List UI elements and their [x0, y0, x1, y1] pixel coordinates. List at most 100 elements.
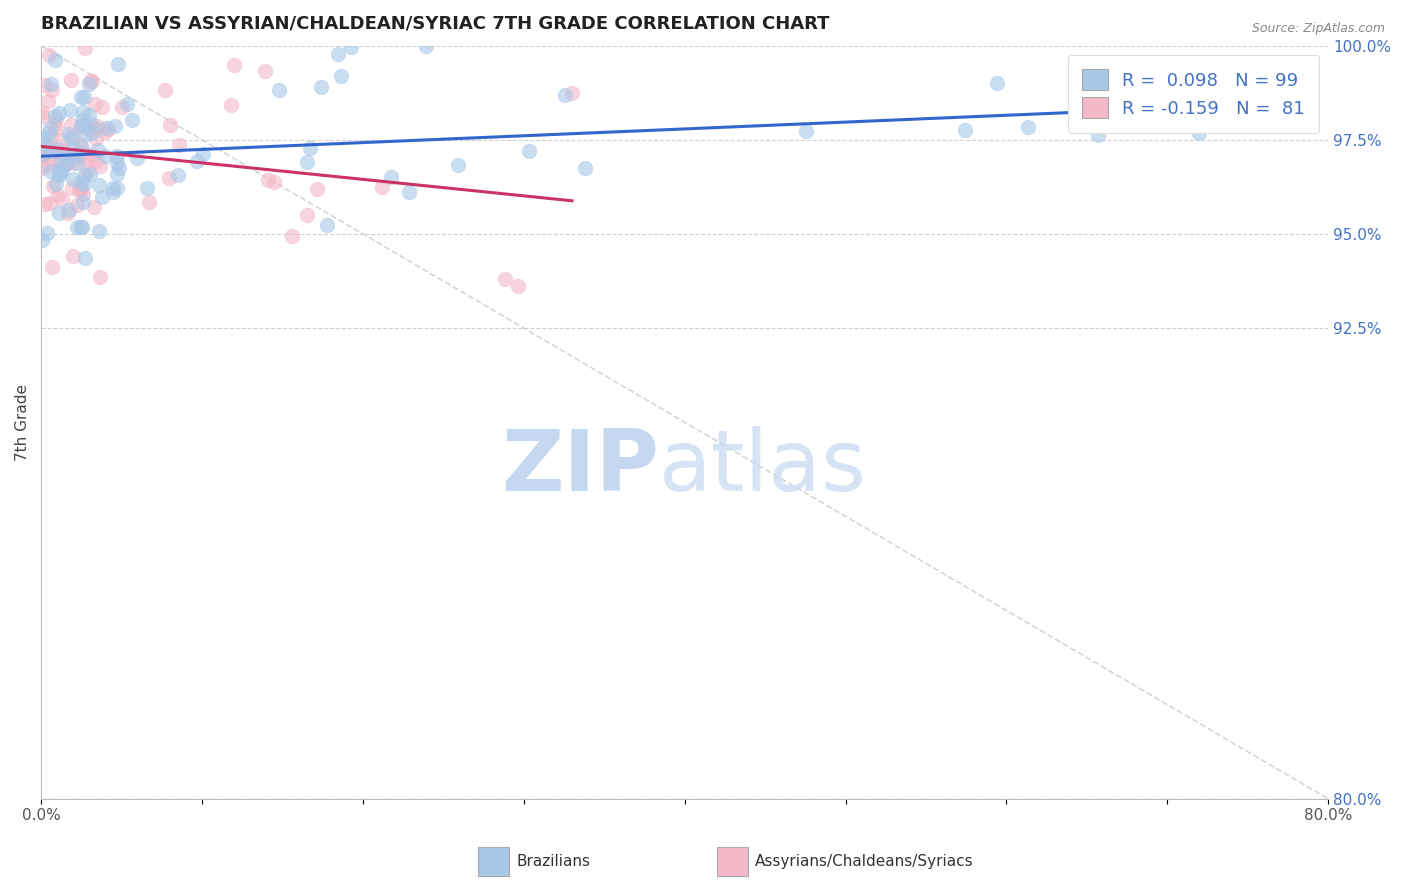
Point	[30, 150, 52, 164]
Point	[105, 149, 128, 163]
Point	[51, 152, 73, 166]
Point	[1188, 126, 1211, 140]
Point	[70, 89, 93, 103]
Point	[104, 119, 127, 133]
Point	[105, 156, 128, 170]
Point	[39, 77, 62, 91]
Point	[65, 148, 87, 162]
Point	[101, 185, 124, 199]
Point	[506, 278, 529, 293]
Point	[309, 79, 332, 94]
Point	[51, 192, 73, 206]
Point	[159, 118, 181, 132]
Point	[53, 158, 76, 172]
Point	[62, 171, 84, 186]
Point	[267, 82, 290, 96]
Point	[62, 129, 84, 144]
Point	[166, 168, 188, 182]
Point	[45, 120, 67, 135]
Point	[76, 153, 98, 167]
Point	[75, 251, 97, 265]
Point	[121, 112, 143, 127]
Point	[39, 144, 62, 158]
Point	[77, 121, 100, 136]
Point	[415, 38, 437, 53]
Point	[84, 97, 107, 112]
Point	[295, 208, 318, 222]
Text: Assyrians/Chaldeans/Syriacs: Assyrians/Chaldeans/Syriacs	[755, 855, 973, 869]
Point	[94, 149, 117, 163]
Point	[554, 88, 576, 103]
Point	[70, 219, 93, 234]
Point	[955, 122, 977, 136]
Point	[75, 128, 97, 143]
Point	[84, 122, 107, 136]
Text: ZIP: ZIP	[501, 425, 659, 509]
Point	[136, 180, 159, 194]
Point	[69, 181, 91, 195]
Point	[398, 185, 420, 199]
Point	[39, 120, 62, 135]
Point	[103, 181, 125, 195]
Point	[70, 219, 93, 234]
Point	[1017, 120, 1039, 134]
Point	[48, 157, 70, 171]
Point	[84, 132, 107, 146]
Point	[56, 155, 79, 169]
Point	[37, 95, 59, 109]
Point	[51, 145, 73, 160]
Point	[107, 56, 129, 70]
Point	[494, 272, 516, 286]
Point	[330, 69, 353, 83]
Point	[56, 206, 79, 220]
Point	[51, 142, 73, 156]
Point	[72, 113, 94, 128]
Point	[796, 124, 818, 138]
Point	[55, 156, 77, 170]
Point	[49, 162, 72, 177]
Point	[186, 153, 208, 168]
Point	[31, 105, 53, 120]
Point	[39, 130, 62, 145]
Point	[51, 164, 73, 178]
Point	[34, 136, 56, 150]
Point	[69, 119, 91, 133]
Point	[59, 72, 82, 87]
Point	[69, 175, 91, 189]
Point	[69, 150, 91, 164]
Point	[58, 103, 80, 117]
Point	[380, 170, 402, 185]
Point	[75, 41, 97, 55]
Point	[34, 148, 56, 162]
Point	[31, 109, 53, 123]
Point	[253, 64, 276, 78]
Point	[82, 126, 104, 140]
Point	[574, 161, 596, 176]
Point	[105, 181, 128, 195]
Point	[138, 194, 160, 209]
Point	[328, 47, 350, 62]
Point	[44, 118, 66, 132]
Point	[125, 151, 148, 165]
Point	[45, 178, 67, 192]
Point	[87, 178, 110, 192]
Point	[155, 83, 177, 97]
Point	[89, 159, 111, 173]
Point	[48, 168, 70, 182]
Point	[115, 97, 138, 112]
Point	[48, 106, 70, 120]
Point	[49, 133, 72, 147]
Point	[517, 145, 540, 159]
Point	[94, 125, 117, 139]
Text: BRAZILIAN VS ASSYRIAN/CHALDEAN/SYRIAC 7TH GRADE CORRELATION CHART: BRAZILIAN VS ASSYRIAN/CHALDEAN/SYRIAC 7T…	[41, 15, 830, 33]
Point	[39, 195, 62, 210]
Point	[69, 136, 91, 151]
Point	[67, 183, 90, 197]
Point	[48, 167, 70, 181]
Point	[222, 58, 245, 72]
Point	[86, 119, 108, 133]
Point	[31, 161, 53, 176]
Point	[108, 161, 131, 175]
Point	[41, 83, 63, 97]
Point	[42, 178, 65, 193]
